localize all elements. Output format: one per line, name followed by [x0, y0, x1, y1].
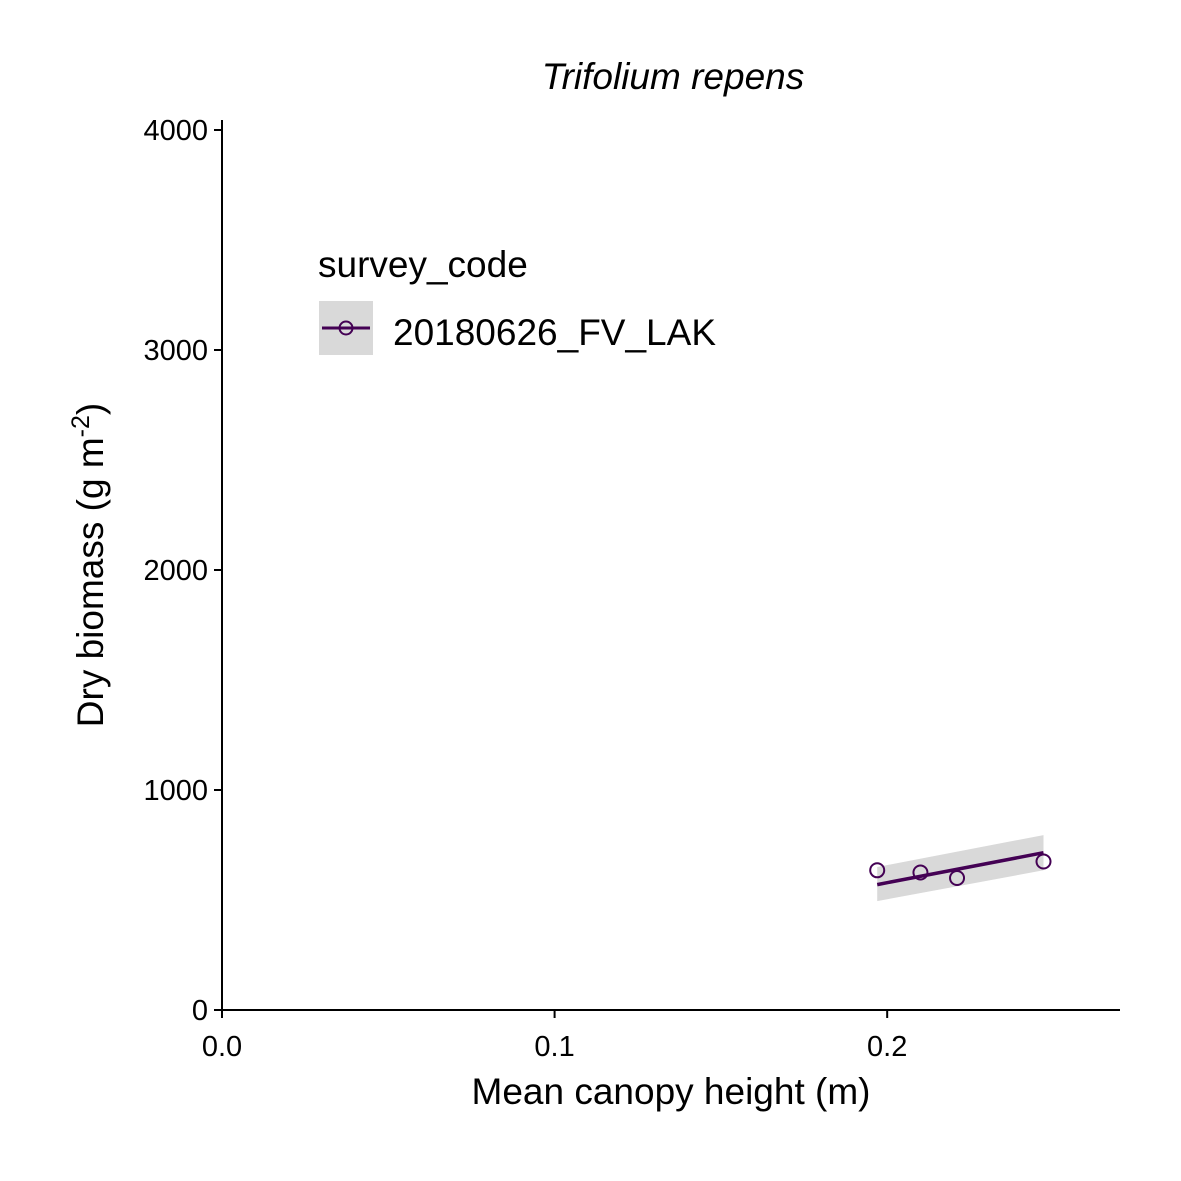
y-axis-label-main: Dry biomass (g m: [70, 437, 111, 727]
y-tick-label: 0: [192, 995, 208, 1027]
chart-title: Trifolium repens: [542, 56, 805, 97]
legend-title: survey_code: [318, 244, 528, 285]
data-point: [949, 870, 966, 886]
fit-line: [876, 850, 1044, 887]
x-tick-label: 0.2: [867, 1031, 907, 1063]
y-axis-ticks: 0 1000 2000 3000 4000: [143, 115, 222, 1027]
x-tick-label: 0.1: [534, 1031, 574, 1063]
data-point: [1035, 853, 1052, 870]
data-point: [869, 862, 886, 879]
legend-entry-label: 20180626_FV_LAK: [393, 312, 716, 353]
x-axis-label: Mean canopy height (m): [472, 1071, 871, 1112]
y-axis-label-close: ): [70, 403, 111, 415]
y-tick-label: 2000: [143, 555, 208, 587]
data-point: [912, 864, 929, 881]
plot-area: [869, 835, 1052, 902]
x-axis-ticks: 0.0 0.1 0.2: [202, 1010, 907, 1063]
y-tick-label: 3000: [143, 335, 208, 367]
y-tick-label: 4000: [143, 115, 208, 147]
legend: survey_code 20180626_FV_LAK: [318, 244, 716, 355]
y-axis-label: Dry biomass (g m-2): [67, 403, 111, 727]
x-tick-label: 0.0: [202, 1031, 242, 1063]
y-tick-label: 1000: [143, 775, 208, 807]
legend-key-marker: [338, 320, 354, 336]
y-axis-label-superscript: -2: [67, 415, 95, 437]
